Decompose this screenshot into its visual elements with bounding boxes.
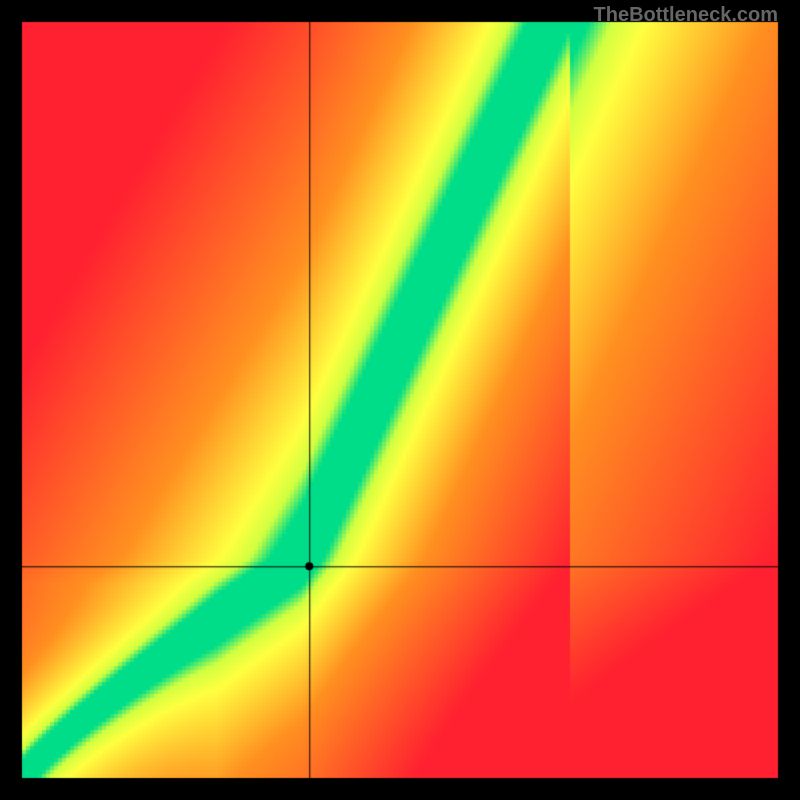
attribution-text: TheBottleneck.com — [594, 4, 778, 27]
chart-container: TheBottleneck.com — [0, 0, 800, 800]
bottleneck-heatmap — [0, 0, 800, 800]
